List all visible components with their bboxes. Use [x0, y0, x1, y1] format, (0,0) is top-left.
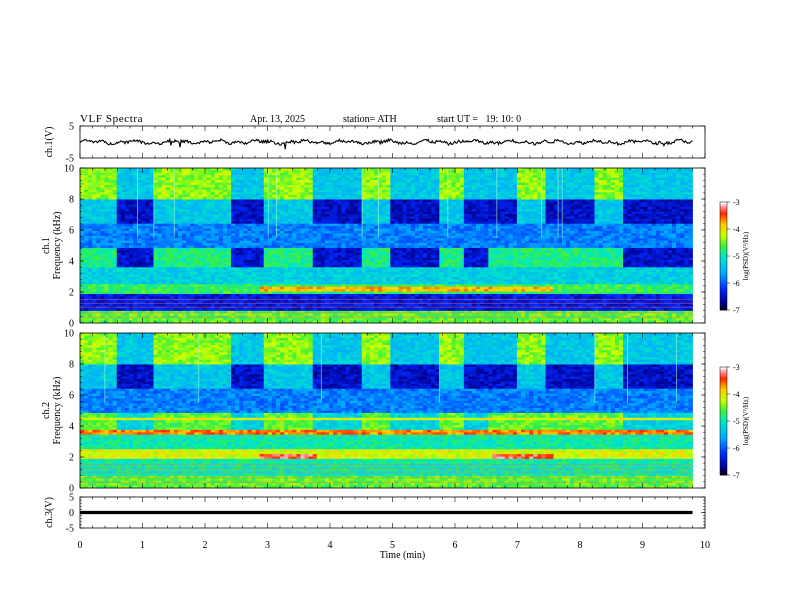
y-tick-label: 2	[69, 453, 74, 464]
y-tick-label: 0	[69, 508, 74, 519]
x-tick-label: 8	[578, 540, 583, 551]
colorbar-tick-label: -5	[733, 417, 740, 426]
y-tick-label: 4	[69, 257, 74, 268]
y-tick-label: 8	[69, 195, 74, 206]
spectrogram-ch1	[80, 168, 693, 323]
y-tick-label: 2	[69, 288, 74, 299]
y-tick-label: 8	[69, 360, 74, 371]
colorbar-tick-label: -6	[733, 279, 740, 288]
colorbar-tick-label: -7	[733, 471, 740, 480]
x-tick-label: 1	[140, 540, 145, 551]
ch1-voltage-trace	[80, 139, 693, 149]
y-tick-label: 6	[69, 391, 74, 402]
x-tick-label: 7	[515, 540, 520, 551]
y-axis-label: ch.2	[41, 402, 52, 419]
x-tick-label: 9	[640, 540, 645, 551]
vlf-spectra-figure: 5-5ch.1(V)0246810ch.1 Frequency (kHz)0246…	[0, 0, 792, 612]
colorbar-tick-label: -4	[733, 225, 740, 234]
y-tick-label: 5	[69, 122, 74, 133]
x-tick-label: 6	[453, 540, 458, 551]
y-axis-label: ch.3(V)	[44, 497, 55, 528]
colorbar-tick-label: -3	[733, 363, 740, 372]
colorbar-ch2	[720, 367, 730, 475]
colorbar-label: log(PSD)(V²/Hz)	[742, 396, 750, 445]
colorbar-tick-label: -6	[733, 444, 740, 453]
y-tick-label: 10	[64, 329, 74, 340]
y-axis-label: Frequency (kHz)	[52, 376, 63, 444]
colorbar-tick-label: -7	[733, 306, 740, 315]
x-axis-label: Time (min)	[380, 550, 425, 561]
colorbar-tick-label: -5	[733, 252, 740, 261]
y-axis-label: ch.1	[41, 237, 52, 254]
y-tick-label: 10	[64, 164, 74, 175]
x-tick-label: 3	[265, 540, 270, 551]
x-tick-label: 0	[78, 540, 83, 551]
colorbar-label: log(PSD)(V²/Hz)	[742, 231, 750, 280]
y-axis-label: Frequency (kHz)	[52, 211, 63, 279]
y-tick-label: 5	[69, 493, 74, 504]
y-tick-label: -5	[66, 524, 74, 535]
y-tick-label: 6	[69, 226, 74, 237]
colorbar-ch1	[720, 202, 730, 310]
x-tick-label: 2	[203, 540, 208, 551]
y-tick-label: 4	[69, 422, 74, 433]
y-axis-label: ch.1(V)	[44, 127, 55, 158]
x-tick-label: 4	[328, 540, 333, 551]
spectrogram-ch2	[80, 333, 693, 488]
x-tick-label: 10	[700, 540, 710, 551]
colorbar-tick-label: -4	[733, 390, 740, 399]
colorbar-tick-label: -3	[733, 198, 740, 207]
